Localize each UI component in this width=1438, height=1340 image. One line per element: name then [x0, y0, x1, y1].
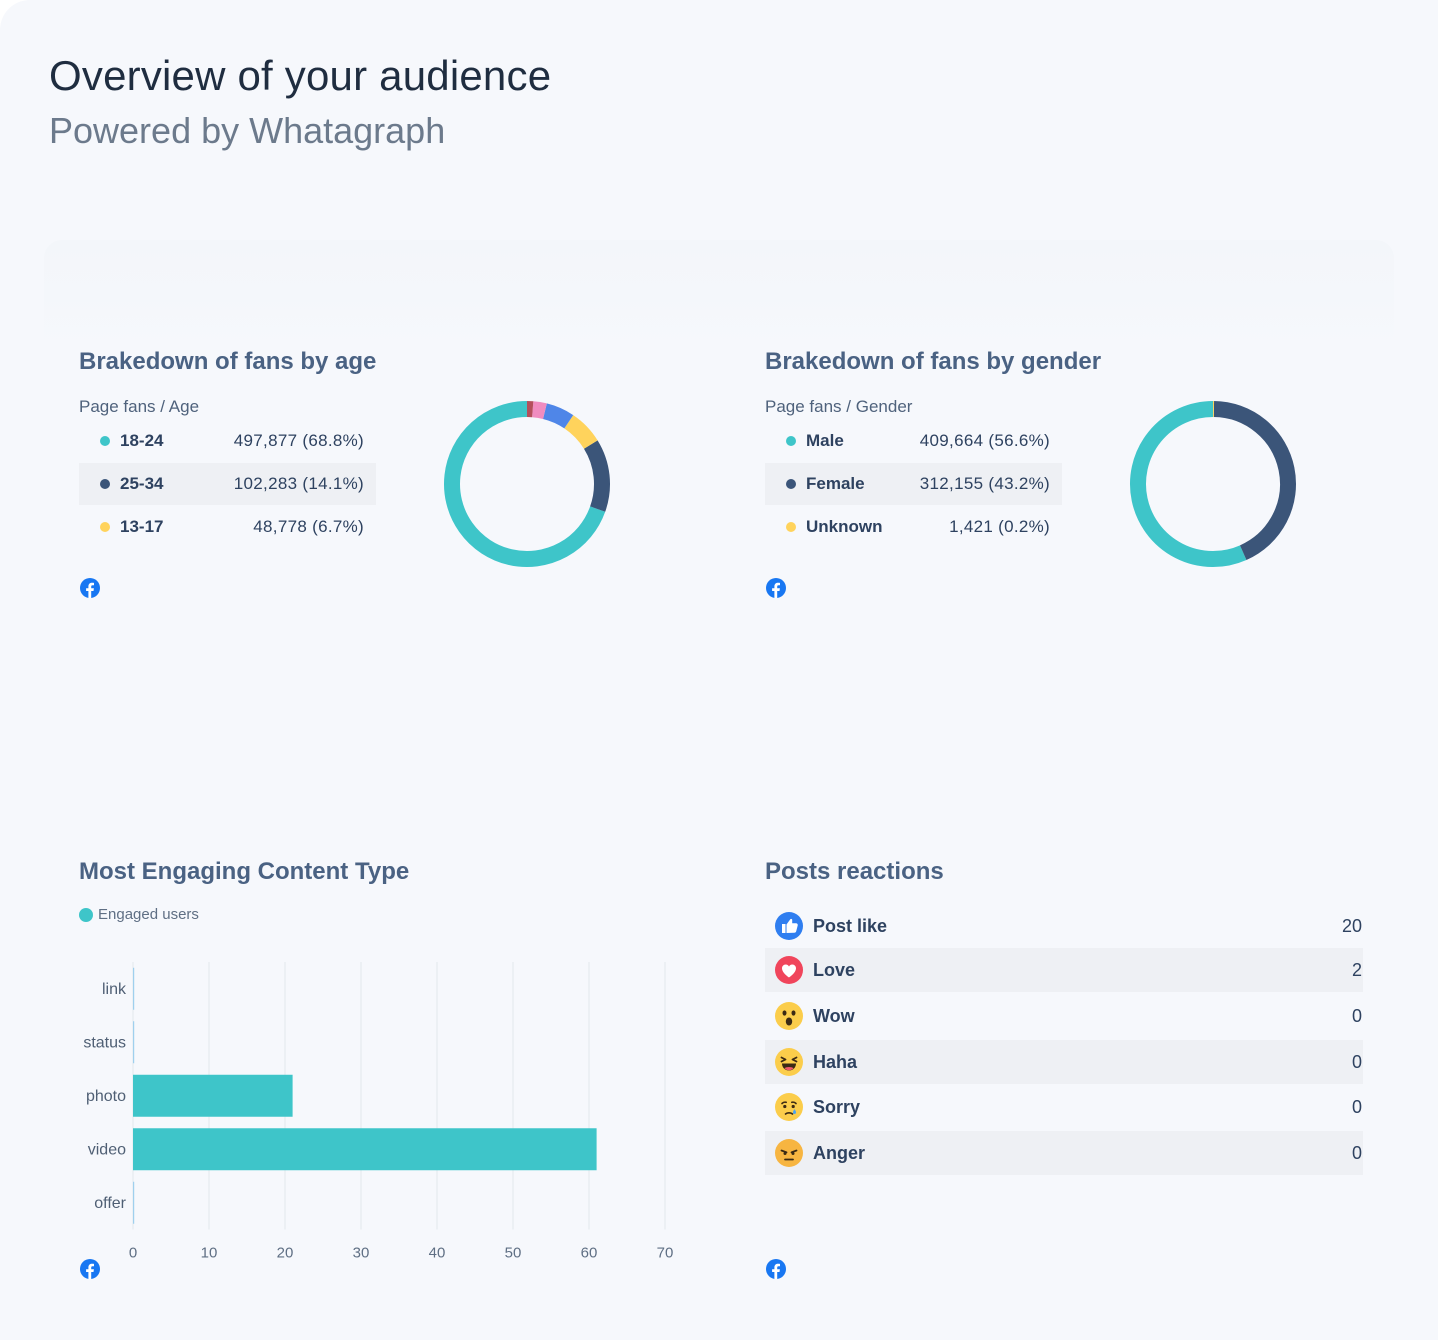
reaction-label: Anger: [813, 1142, 866, 1163]
gender-card-subtitle: Page fans / Gender: [765, 397, 913, 416]
reaction-label: Love: [813, 959, 856, 980]
reaction-value: 0: [1351, 1005, 1362, 1026]
sorry-icon: [775, 1093, 803, 1121]
legend-swatch: [79, 907, 93, 922]
content-bar-chart: 0 10 20 30 40 50 60 70 link status photo video offer: [83, 962, 674, 1261]
reaction-row-haha: Haha 0: [765, 1040, 1363, 1084]
facebook-icon: [766, 1259, 786, 1279]
y-tick-label: photo: [86, 1088, 126, 1105]
y-tick-label: link: [102, 981, 127, 998]
reaction-row-sorry: Sorry 0: [765, 1085, 1363, 1129]
legend-value: 1,421 (0.2%): [949, 517, 1050, 536]
page-title: Overview of your audience: [49, 52, 552, 99]
reaction-value: 0: [1351, 1096, 1362, 1117]
legend-label: Unknown: [806, 517, 883, 536]
age-donut-chart: [444, 401, 610, 567]
bar-link: [133, 967, 135, 1010]
facebook-icon: [80, 578, 100, 598]
reaction-row-anger: Anger 0: [765, 1131, 1363, 1175]
legend-label: 25-34: [120, 474, 164, 493]
legend-row: Female 312,155 (43.2%): [765, 463, 1062, 505]
x-tick-label: 40: [429, 1245, 446, 1261]
reactions-card-title: Posts reactions: [765, 858, 944, 885]
content-card-title: Most Engaging Content Type: [79, 858, 410, 885]
x-tick-label: 60: [581, 1245, 598, 1261]
haha-icon: [775, 1048, 803, 1076]
donut-slice: [542, 403, 574, 429]
legend-label: Female: [806, 474, 865, 493]
bar-offer: [133, 1181, 135, 1224]
like-icon: [775, 912, 803, 940]
donut-slice-13-17: [564, 415, 598, 449]
x-tick-label: 20: [277, 1245, 294, 1261]
page-subtitle: Powered by Whatagraph: [49, 110, 446, 151]
age-card-title: Brakedown of fans by age: [79, 348, 377, 375]
wow-icon: [775, 1002, 803, 1030]
facebook-icon: [80, 1259, 100, 1279]
bar-chart-legend: Engaged users: [79, 906, 199, 923]
legend-dot: [100, 436, 110, 446]
gender-donut-chart: [1130, 400, 1296, 567]
legend-label: Male: [806, 431, 844, 450]
legend-dot: [786, 522, 796, 532]
reaction-label: Haha: [813, 1051, 858, 1072]
x-tick-label: 10: [201, 1245, 218, 1261]
y-tick-label: offer: [94, 1195, 126, 1212]
reaction-row-love: Love 2: [765, 948, 1363, 992]
legend-dot: [100, 479, 110, 489]
legend-value: 48,778 (6.7%): [253, 517, 364, 536]
reaction-row-like: Post like 20: [765, 904, 1363, 948]
bar-video: [133, 1128, 597, 1171]
age-card-subtitle: Page fans / Age: [79, 397, 200, 416]
legend-dot: [100, 522, 110, 532]
facebook-icon: [766, 578, 786, 598]
x-tick-label: 30: [353, 1245, 370, 1261]
reaction-label: Post like: [813, 915, 888, 936]
donut-slice-female: [1213, 401, 1296, 560]
reaction-label: Wow: [813, 1005, 855, 1026]
legend-label: 13-17: [120, 517, 164, 536]
legend-row: Male 409,664 (56.6%): [765, 420, 1062, 462]
donut-slice-25-34: [583, 440, 610, 512]
legend-value: 497,877 (68.8%): [233, 431, 364, 450]
bar-photo: [133, 1074, 293, 1117]
love-icon: [775, 956, 803, 984]
legend-value: 102,283 (14.1%): [233, 474, 364, 493]
legend-row: 25-34 102,283 (14.1%): [79, 463, 376, 505]
reaction-value: 20: [1341, 915, 1362, 936]
reaction-row-wow: Wow 0: [765, 994, 1363, 1038]
legend-label: Engaged users: [98, 906, 199, 923]
reaction-value: 0: [1351, 1142, 1362, 1163]
reaction-value: 2: [1351, 959, 1362, 980]
bar-status: [133, 1021, 135, 1064]
x-tick-label: 0: [129, 1245, 137, 1261]
panel-background: [44, 240, 1394, 360]
legend-row: 13-17 48,778 (6.7%): [79, 506, 376, 548]
gender-card-title: Brakedown of fans by gender: [765, 348, 1102, 375]
donut-slice: [531, 401, 547, 419]
reaction-label: Sorry: [813, 1096, 861, 1117]
x-tick-label: 50: [505, 1245, 522, 1261]
legend-row: 18-24 497,877 (68.8%): [79, 420, 376, 462]
reaction-value: 0: [1351, 1051, 1362, 1072]
legend-dot: [786, 436, 796, 446]
donut-slice-18-24: [444, 401, 606, 567]
legend-dot: [786, 479, 796, 489]
legend-row: Unknown 1,421 (0.2%): [765, 506, 1062, 548]
y-tick-label: status: [83, 1034, 126, 1051]
legend-label: 18-24: [120, 431, 164, 450]
anger-icon: [775, 1139, 803, 1167]
legend-value: 312,155 (43.2%): [919, 474, 1050, 493]
donut-slice-male: [1130, 401, 1247, 567]
y-tick-label: video: [88, 1141, 126, 1158]
legend-value: 409,664 (56.6%): [919, 431, 1050, 450]
x-tick-label: 70: [657, 1245, 674, 1261]
